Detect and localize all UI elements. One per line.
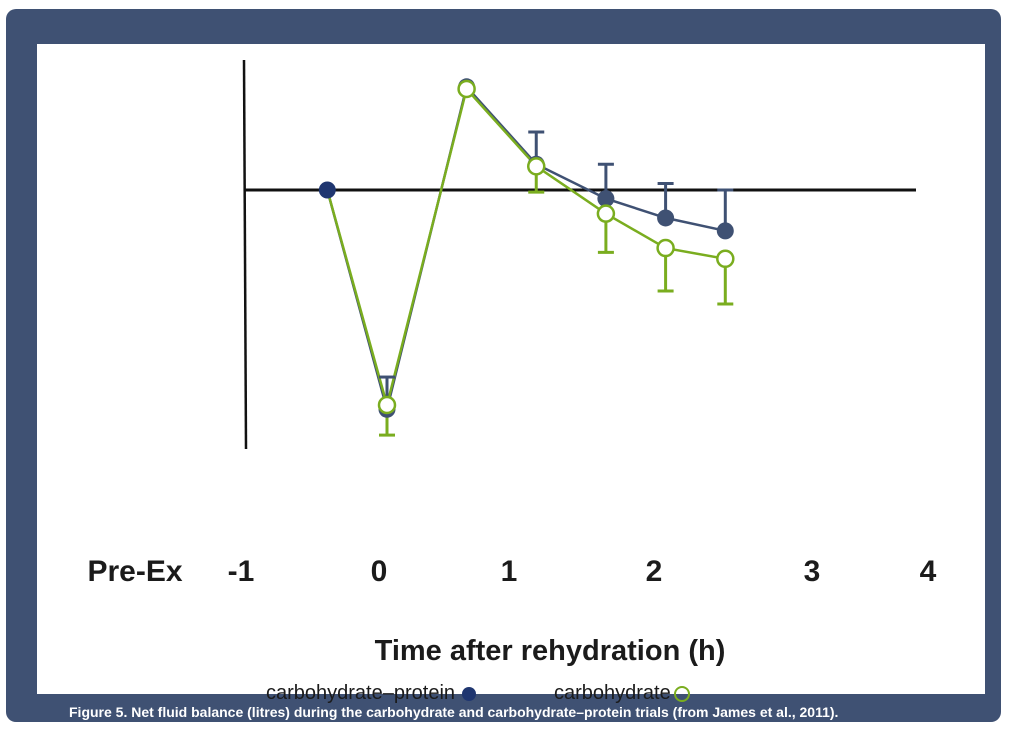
x-axis-title: Time after rehydration (h): [374, 635, 726, 667]
data-point-1-4: [596, 204, 616, 223]
y-axis-line: [242, 59, 248, 450]
series-layer: [318, 78, 735, 437]
filled-circle-icon: [462, 686, 477, 701]
chart-panel: Pre-Ex -1 0 1 2 3 4 Time after rehydrati…: [37, 44, 985, 704]
data-point-0-5: [657, 209, 675, 227]
legend-label-carbohydrate: carbohydrate: [554, 682, 671, 704]
x-tick-label-0: 0: [370, 555, 388, 588]
legend-item-carbohydrate: carbohydrate: [554, 682, 690, 705]
data-point-0-0: [318, 181, 336, 199]
figure-caption: Figure 5. Net fluid balance (litres) dur…: [69, 704, 839, 720]
figure-frame: Pre-Ex -1 0 1 2 3 4 Time after rehydrati…: [6, 9, 1001, 722]
open-circle-icon: [673, 685, 690, 702]
data-point-1-6: [716, 249, 735, 269]
x-tick-label-4: 4: [919, 555, 937, 588]
x-tick-label-pre-ex: Pre-Ex: [87, 555, 183, 588]
x-tick-label-neg1: -1: [227, 555, 255, 588]
data-point-1-1: [377, 395, 397, 415]
data-point-1-2: [457, 79, 476, 99]
legend-item-carbohydrate-protein: carbohydrate–protein: [266, 682, 477, 705]
data-point-0-4: [597, 190, 615, 208]
line-chart: [242, 59, 916, 450]
data-point-1-3: [527, 157, 546, 176]
data-point-0-6: [716, 222, 734, 240]
x-tick-label-3: 3: [803, 555, 821, 588]
x-tick-label-2: 2: [645, 555, 663, 588]
data-point-1-5: [656, 238, 675, 258]
legend-label-carbohydrate-protein: carbohydrate–protein: [266, 682, 456, 704]
x-tick-label-1: 1: [500, 555, 518, 588]
